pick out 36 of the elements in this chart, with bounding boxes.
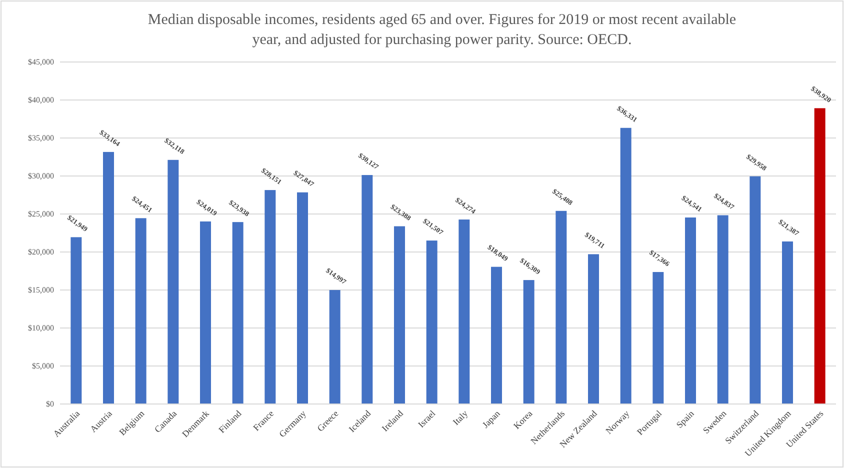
y-tick-label: $0 — [46, 400, 54, 409]
bar — [103, 152, 114, 404]
bar — [362, 175, 373, 404]
bar — [491, 266, 502, 404]
y-tick-label: $45,000 — [28, 58, 54, 67]
bar — [588, 254, 599, 404]
bar — [652, 272, 664, 404]
bar — [232, 222, 244, 404]
y-tick-label: $15,000 — [28, 286, 54, 295]
bar — [200, 221, 211, 404]
bar — [620, 128, 632, 404]
bar — [750, 176, 761, 404]
bar — [685, 217, 696, 404]
bar — [264, 190, 276, 404]
y-tick-label: $40,000 — [28, 96, 54, 105]
y-tick-label: $20,000 — [28, 248, 54, 257]
y-tick-label: $25,000 — [28, 210, 54, 219]
y-tick-label: $5,000 — [32, 362, 54, 371]
bar — [556, 210, 567, 404]
bar — [717, 215, 728, 404]
bar — [70, 237, 82, 404]
y-tick-label: $10,000 — [28, 324, 54, 333]
bar — [168, 160, 179, 404]
bar — [426, 240, 438, 404]
x-tick-label: Italy — [450, 408, 470, 428]
bar — [458, 220, 470, 404]
y-tick-label: $35,000 — [28, 134, 54, 143]
bar — [329, 290, 340, 404]
bar — [135, 218, 146, 404]
bar — [394, 226, 405, 404]
chart-title: Median disposable incomes, residents aged 65 and over. Figures for 2019 or most recent available year, and adjusted for purchasing power parity. Source: OECD. — [148, 12, 736, 48]
bar — [782, 241, 793, 404]
bar — [297, 192, 308, 404]
bar — [814, 108, 826, 404]
bar — [523, 280, 534, 404]
y-tick-label: $30,000 — [28, 172, 54, 181]
